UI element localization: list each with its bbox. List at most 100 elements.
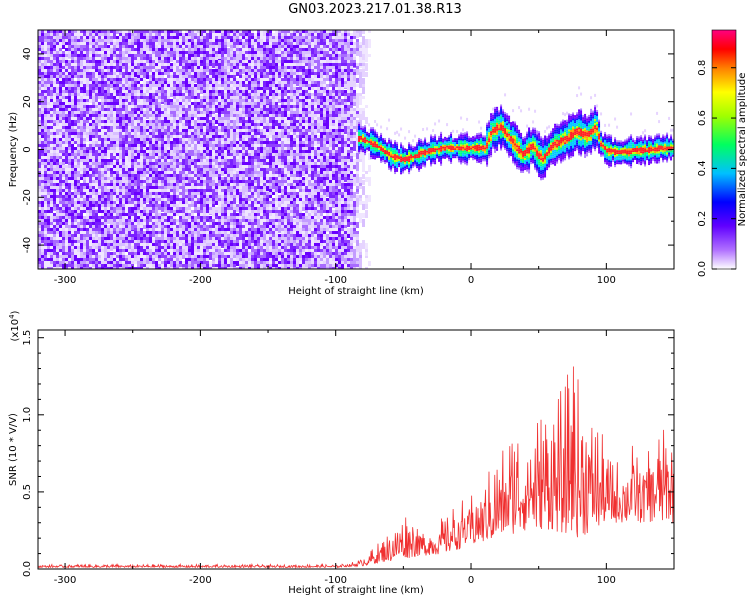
heatmap-cell xyxy=(59,72,62,77)
heatmap-cell xyxy=(140,192,143,196)
heatmap-cell xyxy=(68,267,71,269)
heatmap-cell xyxy=(203,87,206,90)
heatmap-cell xyxy=(194,252,197,257)
heatmap-cell xyxy=(218,120,221,124)
heatmap-cell xyxy=(80,69,83,72)
heatmap-cell xyxy=(134,99,137,102)
heatmap-cell xyxy=(98,120,101,125)
heatmap-cell xyxy=(134,246,137,250)
heatmap-cell xyxy=(167,168,170,171)
heatmap-cell xyxy=(131,162,134,167)
heatmap-cell xyxy=(146,144,149,149)
heatmap-cell xyxy=(146,174,149,177)
heatmap-cell xyxy=(170,192,173,196)
heatmap-cell xyxy=(221,162,224,166)
heatmap-cell xyxy=(116,108,119,113)
heatmap-cell xyxy=(56,207,59,210)
heatmap-cell xyxy=(98,198,101,201)
heatmap-cell xyxy=(146,264,149,269)
heatmap-cell xyxy=(173,72,176,76)
heatmap-cell xyxy=(146,57,149,60)
heatmap-cell xyxy=(170,90,173,95)
heatmap-cell xyxy=(74,54,77,59)
heatmap-cell xyxy=(86,36,89,40)
heatmap-cell xyxy=(125,135,128,144)
heatmap-cell xyxy=(41,75,44,78)
heatmap-cell xyxy=(224,30,227,35)
heatmap-cell xyxy=(80,174,83,179)
heatmap-cell xyxy=(164,153,167,157)
heatmap-cell xyxy=(170,198,173,203)
heatmap-cell xyxy=(44,267,47,269)
heatmap-cell xyxy=(137,132,140,137)
heatmap-cell xyxy=(206,156,209,159)
heatmap-cell xyxy=(80,222,83,226)
heatmap-cell xyxy=(158,255,161,258)
heatmap-cell xyxy=(212,246,215,250)
heatmap-cell xyxy=(89,66,92,70)
heatmap-cell xyxy=(134,168,137,173)
heatmap-cell xyxy=(227,189,230,193)
heatmap-cell xyxy=(212,105,215,109)
heatmap-cell xyxy=(119,255,122,259)
heatmap-cell xyxy=(104,108,107,113)
heatmap-cell xyxy=(92,216,95,219)
heatmap-cell xyxy=(110,204,113,209)
heatmap-cell xyxy=(53,219,56,223)
heatmap-cell xyxy=(161,99,164,102)
heatmap-cell xyxy=(221,153,224,156)
heatmap-cell xyxy=(173,87,176,92)
heatmap-cell xyxy=(221,177,224,181)
heatmap-cell xyxy=(197,102,200,105)
heatmap-cell xyxy=(107,225,110,230)
heatmap-cell xyxy=(101,183,104,188)
heatmap-cell xyxy=(161,141,164,144)
heatmap-cell xyxy=(164,150,167,154)
heatmap-cell xyxy=(50,42,53,45)
heatmap-cell xyxy=(188,267,191,269)
heatmap-cell xyxy=(152,147,155,150)
heatmap-cell xyxy=(164,186,167,191)
heatmap-cell xyxy=(80,147,83,150)
heatmap-cell xyxy=(215,222,218,225)
heatmap-cell xyxy=(80,177,83,180)
heatmap-cell xyxy=(188,51,191,56)
heatmap-cell xyxy=(122,162,125,165)
heatmap-cell xyxy=(95,213,98,218)
heatmap-cell xyxy=(149,153,152,156)
heatmap-cell xyxy=(218,222,221,226)
heatmap-cell xyxy=(74,147,77,152)
heatmap-cell xyxy=(200,126,203,129)
heatmap-cell xyxy=(62,168,65,173)
heatmap-cell xyxy=(80,171,83,176)
heatmap-cell xyxy=(188,84,191,89)
heatmap-cell xyxy=(149,162,152,165)
heatmap-cell xyxy=(116,69,119,72)
heatmap-cell xyxy=(38,210,41,214)
heatmap-cell xyxy=(191,228,194,233)
heatmap-cell xyxy=(146,195,149,199)
heatmap-cell xyxy=(143,198,146,203)
heatmap-cell xyxy=(218,225,221,229)
heatmap-cell xyxy=(155,153,158,157)
heatmap-cell xyxy=(173,180,176,183)
heatmap-cell xyxy=(122,252,125,256)
heatmap-cell xyxy=(107,153,110,158)
heatmap-cell xyxy=(59,147,62,151)
heatmap-cell xyxy=(116,114,119,119)
heatmap-cell xyxy=(56,171,59,174)
heatmap-cell xyxy=(197,264,200,269)
heatmap-cell xyxy=(143,216,146,219)
heatmap-cell xyxy=(65,45,68,50)
heatmap-cell xyxy=(110,189,113,194)
heatmap-cell xyxy=(89,198,92,202)
heatmap-cell xyxy=(77,108,80,112)
heatmap-cell xyxy=(38,84,41,89)
heatmap-cell xyxy=(98,36,101,39)
heatmap-cell xyxy=(161,48,164,51)
heatmap-cell xyxy=(83,45,86,50)
heatmap-cell xyxy=(104,75,107,78)
heatmap-cell xyxy=(47,114,50,117)
heatmap-cell xyxy=(212,195,215,199)
heatmap-cell xyxy=(173,69,176,72)
